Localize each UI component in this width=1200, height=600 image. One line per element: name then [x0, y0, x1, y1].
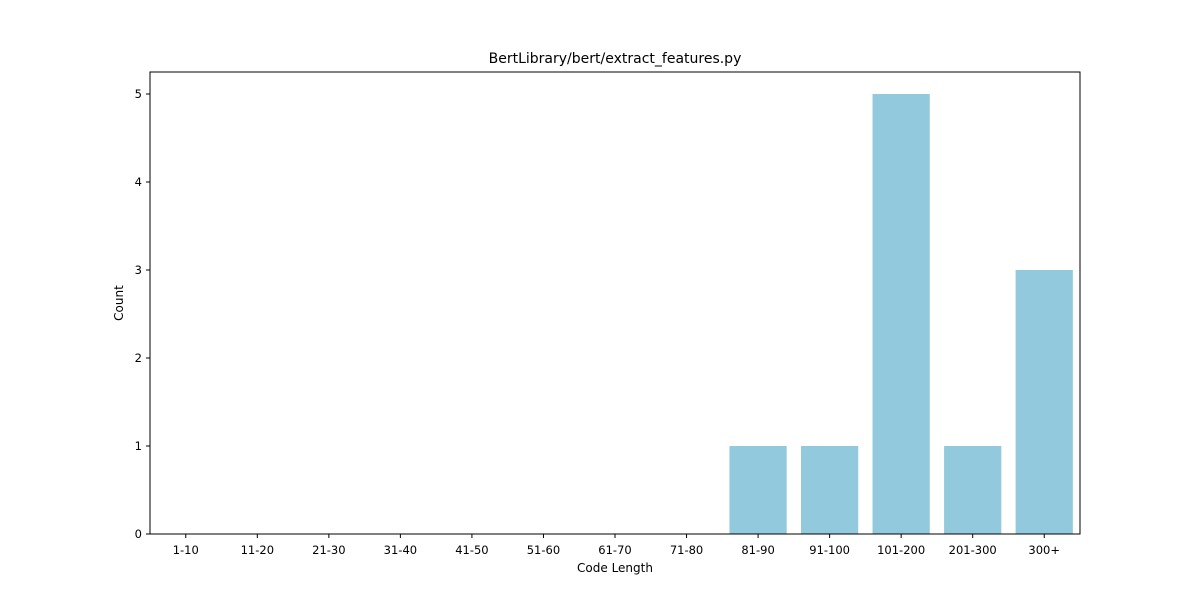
y-axis-label: Count [112, 285, 126, 321]
x-tick-label: 101-200 [877, 543, 925, 557]
bar-101-200 [872, 94, 930, 534]
x-axis: 1-10 11-20 21-30 31-40 41-50 51-60 61-70 71-80 8… [173, 534, 1060, 557]
x-tick-label: 51-60 [527, 543, 560, 557]
bar-81-90 [729, 446, 787, 534]
plot-frame [149, 71, 1081, 535]
x-tick-label: 31-40 [384, 543, 417, 557]
x-tick-label: 1-10 [173, 543, 199, 557]
y-tick-label: 2 [135, 351, 142, 365]
y-tick-label: 3 [135, 263, 142, 277]
x-tick-label: 71-80 [670, 543, 703, 557]
x-tick-label: 201-300 [949, 543, 997, 557]
y-tick-label: 5 [135, 87, 142, 101]
y-tick-label: 0 [135, 527, 142, 541]
y-tick-label: 4 [135, 175, 142, 189]
chart-title: BertLibrary/bert/extract_features.py [489, 51, 742, 67]
bar-300-plus [1015, 270, 1073, 534]
x-tick-label: 61-70 [598, 543, 631, 557]
x-tick-label: 300+ [1028, 543, 1060, 557]
bar-91-100 [801, 446, 859, 534]
x-tick-label: 41-50 [455, 543, 488, 557]
x-tick-label: 11-20 [241, 543, 274, 557]
x-tick-label: 21-30 [312, 543, 345, 557]
bars-layer [729, 94, 1073, 534]
bar-201-300 [944, 446, 1002, 534]
x-tick-label: 81-90 [741, 543, 774, 557]
x-tick-label: 91-100 [809, 543, 850, 557]
y-tick-label: 1 [135, 439, 142, 453]
x-axis-label: Code Length [577, 561, 653, 575]
y-axis: 0 1 2 3 4 5 [135, 87, 150, 541]
